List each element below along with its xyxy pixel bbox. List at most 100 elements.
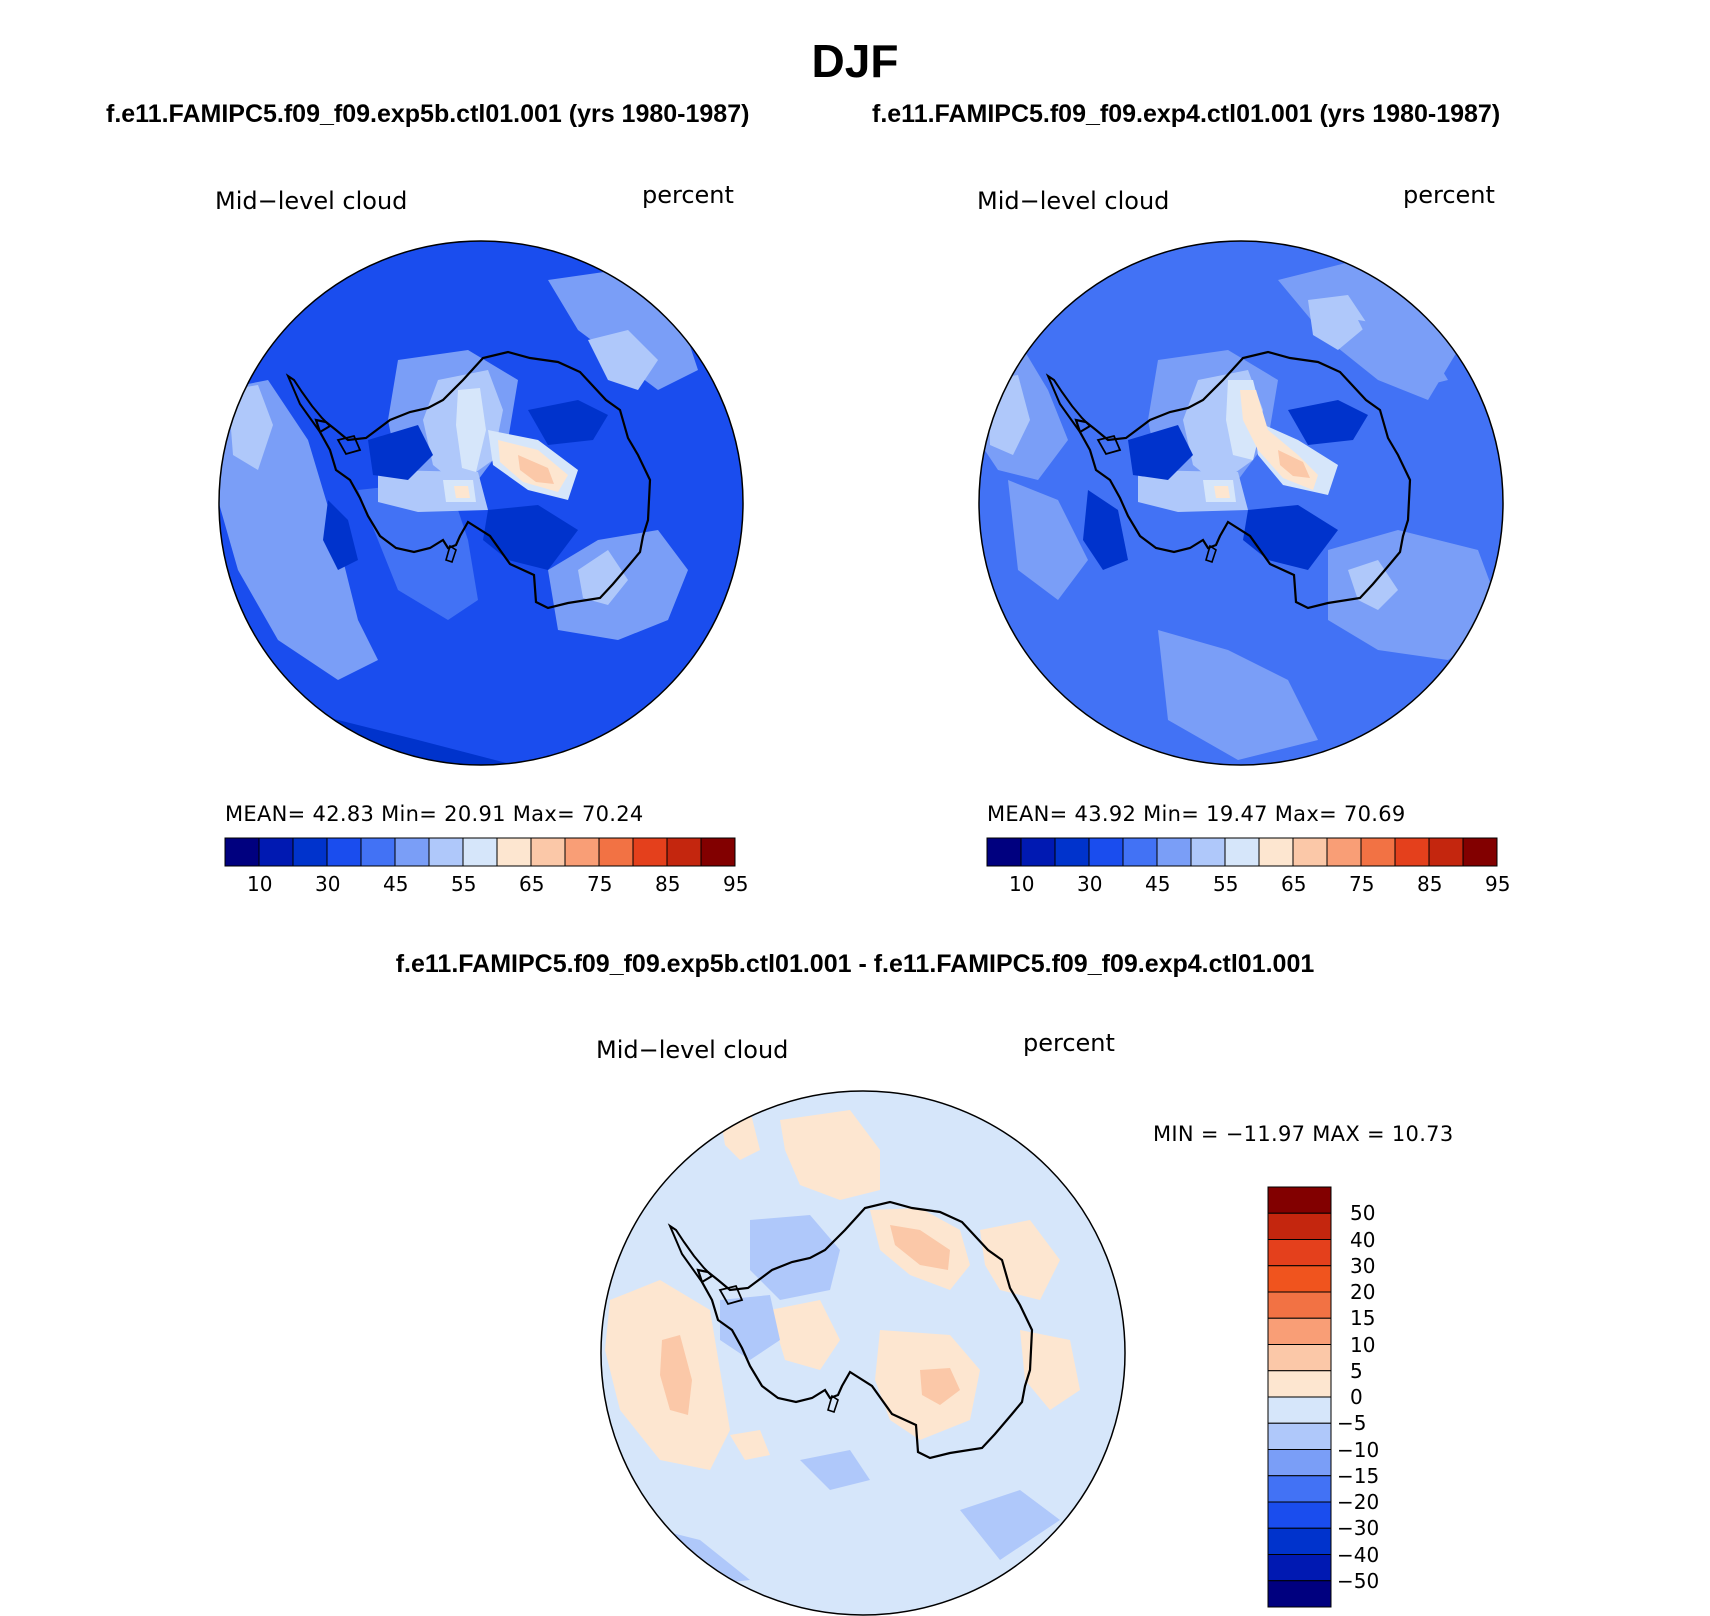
contour-region — [980, 1220, 1060, 1300]
colorbar-box — [1267, 1291, 1332, 1319]
colorbar-tick-label: −40 — [1337, 1542, 1380, 1567]
difference-title: f.e11.FAMIPC5.f09_f09.exp5b.ctl01.001 - … — [395, 950, 1315, 978]
colorbar-box — [1267, 1475, 1332, 1503]
colorbar-tick-label: 75 — [587, 872, 613, 896]
panel1-case-title: f.e11.FAMIPC5.f09_f09.exp5b.ctl01.001 (y… — [106, 100, 750, 128]
difference-polar-map — [600, 1090, 1126, 1616]
panel1-variable-label: Mid−level cloud — [215, 187, 408, 215]
colorbar-tick-label: 10 — [1009, 872, 1035, 896]
colorbar-tick-label: 85 — [1417, 872, 1443, 896]
colorbar-box — [1054, 837, 1090, 867]
colorbar-box — [326, 837, 362, 867]
difference-stats: MIN = −11.97 MAX = 10.73 — [1153, 1122, 1454, 1146]
contour-region — [454, 486, 470, 498]
colorbar-tick-label: 10 — [1350, 1332, 1376, 1357]
colorbar-box — [666, 837, 702, 867]
island-outline — [1205, 544, 1217, 564]
colorbar-box — [1292, 837, 1328, 867]
colorbar-box — [700, 837, 736, 867]
panel1-stats: MEAN= 42.83 Min= 20.91 Max= 70.24 — [225, 802, 644, 826]
colorbar-box — [1267, 1239, 1332, 1267]
colorbar-box — [1360, 837, 1396, 867]
colorbar-box — [1267, 1396, 1332, 1424]
colorbar-box — [1267, 1554, 1332, 1582]
contour-region — [528, 400, 608, 445]
contour-region — [770, 1300, 840, 1370]
contour-region — [588, 330, 658, 390]
contour-region — [1308, 295, 1368, 350]
colorbar-tick-label: 30 — [1350, 1253, 1376, 1278]
colorbar-tick-label: 65 — [519, 872, 545, 896]
ice-shelf-outline — [718, 1284, 744, 1306]
panel2-polar-map — [978, 240, 1504, 766]
panel2-colorbar — [986, 837, 1498, 867]
contour-region — [780, 1110, 880, 1200]
contour-region — [1243, 505, 1338, 570]
contour-region — [368, 425, 433, 480]
map-frame — [218, 240, 744, 766]
colorbar-tick-label: 5 — [1350, 1358, 1363, 1383]
contour-region — [1128, 425, 1193, 480]
contour-region — [730, 1430, 770, 1460]
colorbar-tick-label: 0 — [1350, 1385, 1363, 1409]
contour-region — [228, 385, 273, 470]
colorbar-box — [1267, 1212, 1332, 1240]
colorbar-tick-label: −20 — [1337, 1490, 1380, 1514]
contour-region — [483, 505, 578, 570]
ice-shelf-outline — [1096, 434, 1122, 456]
colorbar-box — [1267, 1186, 1332, 1214]
colorbar-tick-label: 20 — [1350, 1280, 1376, 1304]
colorbar-box — [1088, 837, 1124, 867]
colorbar-box — [564, 837, 600, 867]
main-title: DJF — [811, 35, 899, 87]
colorbar-tick-label: 65 — [1281, 872, 1307, 896]
colorbar-tick-label: 15 — [1350, 1306, 1376, 1331]
colorbar-tick-label: 95 — [723, 872, 749, 896]
colorbar-box — [1326, 837, 1362, 867]
colorbar-box — [224, 837, 260, 867]
colorbar-tick-label: 45 — [383, 872, 409, 896]
colorbar-box — [1267, 1265, 1332, 1293]
colorbar-box — [1267, 1422, 1332, 1450]
ice-shelf-outline — [336, 434, 362, 456]
contour-region — [1288, 400, 1368, 445]
colorbar-box — [1394, 837, 1430, 867]
colorbar-tick-label: 95 — [1485, 872, 1511, 896]
contour-region — [800, 1450, 870, 1490]
contour-region — [1158, 630, 1318, 760]
colorbar-box — [598, 837, 634, 867]
colorbar-tick-label: −50 — [1337, 1568, 1380, 1593]
map-frame — [978, 240, 1504, 766]
colorbar-box — [1020, 837, 1056, 867]
colorbar-box — [632, 837, 668, 867]
contour-region — [1083, 490, 1128, 570]
panel2-case-title: f.e11.FAMIPC5.f09_f09.exp4.ctl01.001 (yr… — [872, 100, 1501, 128]
colorbar-box — [1258, 837, 1294, 867]
colorbar-box — [394, 837, 430, 867]
coastline-peninsula — [1045, 373, 1092, 434]
colorbar-box — [1224, 837, 1260, 867]
contour-region — [518, 455, 554, 484]
colorbar-tick-label: 10 — [247, 872, 273, 896]
panel1-colorbar — [224, 837, 736, 867]
colorbar-box — [1267, 1449, 1332, 1477]
panel2-units-label: percent — [1403, 181, 1495, 209]
contour-region — [1358, 320, 1448, 390]
colorbar-box — [1267, 1317, 1332, 1345]
contour-region — [456, 388, 486, 472]
colorbar-box — [1122, 837, 1158, 867]
colorbar-box — [1190, 837, 1226, 867]
contour-region — [1278, 450, 1310, 478]
colorbar-box — [462, 837, 498, 867]
contour-region — [1020, 1330, 1080, 1410]
colorbar-box — [1428, 837, 1464, 867]
colorbar-box — [986, 837, 1022, 867]
colorbar-tick-label: 40 — [1350, 1227, 1376, 1252]
contour-region — [323, 500, 358, 570]
panel1-polar-map — [218, 240, 744, 766]
colorbar-tick-label: 55 — [1213, 872, 1239, 896]
contour-region — [920, 1368, 960, 1405]
colorbar-box — [1267, 1370, 1332, 1398]
colorbar-tick-label: 85 — [655, 872, 681, 896]
colorbar-box — [496, 837, 532, 867]
